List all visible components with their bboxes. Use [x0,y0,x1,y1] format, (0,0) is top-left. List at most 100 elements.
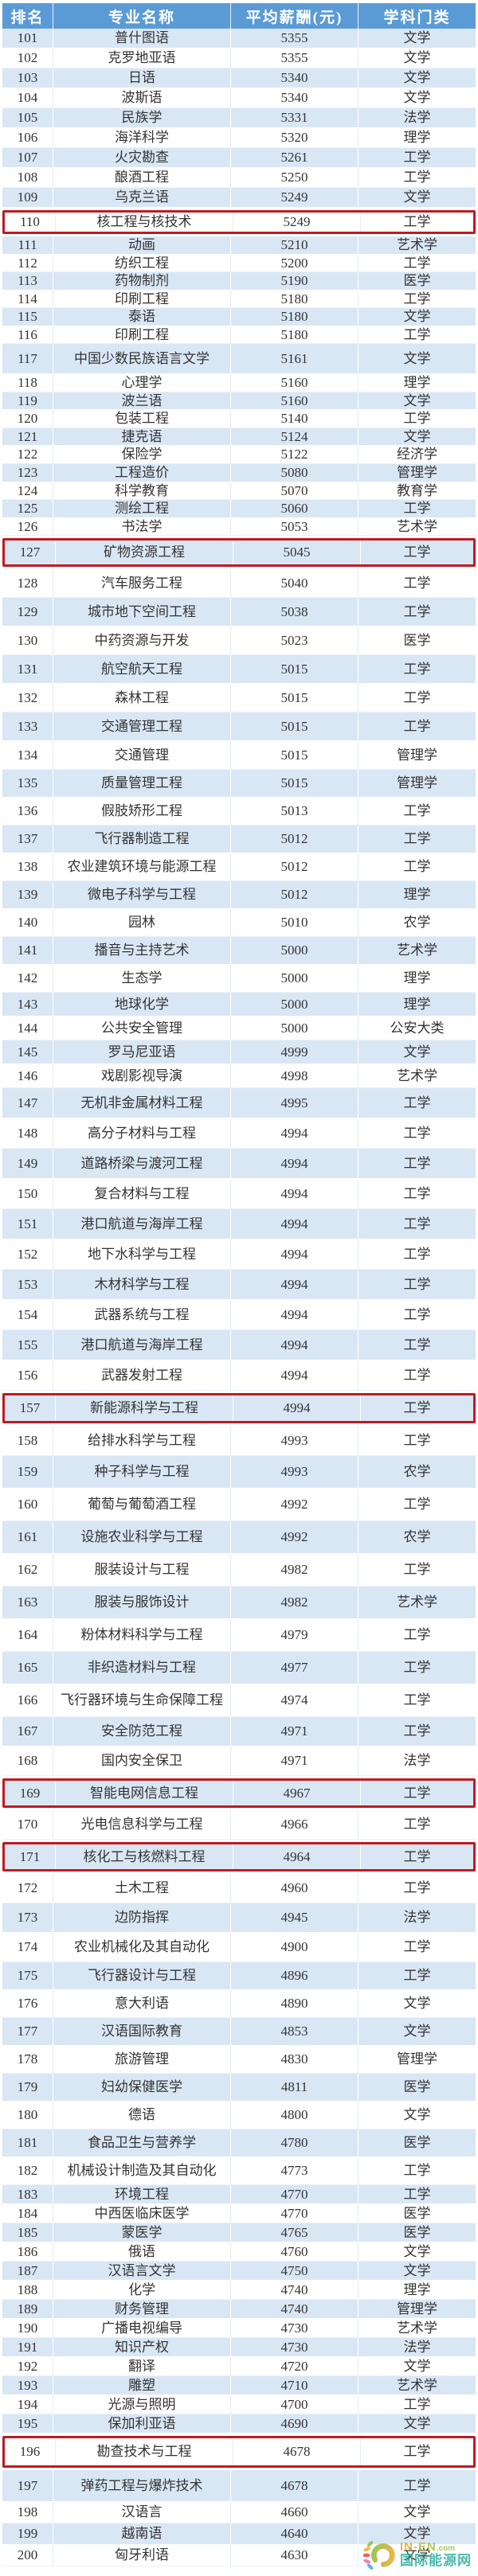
rank-cell: 178 [2,2046,53,2074]
major-name-cell: 测绘工程 [53,500,231,517]
table-row: 160 葡萄与葡萄酒工程 4992 工学 [2,1489,476,1522]
table-row: 156 武器发射工程 4994 工学 [2,1360,476,1391]
salary-cell: 5190 [231,272,358,290]
salary-cell: 4800 [231,2102,358,2129]
rank-cell: 150 [2,1179,53,1209]
salary-cell: 4780 [231,2129,358,2157]
table-row: 180 德语 4800 文学 [2,2102,476,2130]
rank-cell: 131 [2,655,53,684]
salary-cell: 4966 [231,1810,358,1840]
rank-cell: 177 [2,2018,53,2046]
salary-cell: 5053 [231,517,358,536]
category-cell: 文学 [403,2504,431,2520]
category-cell: 文学 [403,2107,431,2123]
salary-cell: 4773 [231,2157,358,2185]
rank-cell: 192 [2,2357,53,2376]
major-name-cell: 服装与服饰设计 [53,1587,231,1619]
rank-cell: 171 [5,1844,56,1870]
salary-cell: 4690 [231,2414,358,2434]
table-row: 119 波兰语 5160 文学 [2,392,476,411]
major-name-cell: 交通管理 [53,741,231,770]
category-cell: 农学 [403,1529,431,1545]
column-header-average-salary: 平均薪酬(元) [231,3,358,29]
rank-cell: 176 [2,1990,53,2018]
salary-cell: 5000 [231,965,358,993]
table-row: 118 心理学 5160 理学 [2,374,476,392]
category-cell: 医学 [403,2079,431,2095]
category-cell: 文学 [403,90,431,106]
salary-cell: 5000 [231,993,358,1017]
salary-cell: 5015 [231,770,358,798]
rank-cell: 147 [2,1088,53,1118]
rank-cell: 185 [2,2223,53,2242]
category-cell: 工学 [403,1216,431,1231]
rank-cell: 136 [2,798,53,825]
rank-cell: 125 [2,500,53,517]
category-cell: 医学 [403,2224,431,2240]
salary-cell: 5355 [231,29,358,48]
rank-cell: 119 [2,392,53,410]
major-name-cell: 地球化学 [53,993,231,1017]
salary-cell: 4710 [231,2376,358,2395]
rank-cell: 143 [2,993,53,1017]
major-name-cell: 汉语国际教育 [53,2018,231,2046]
salary-cell: 5320 [231,128,358,147]
rank-cell: 102 [2,49,53,68]
major-name-cell: 普什图语 [53,29,231,48]
category-cell: 文学 [403,189,431,205]
major-name-cell: 酿酒工程 [53,168,231,187]
category-cell: 公安大类 [390,1020,445,1036]
table-row: 108 酿酒工程 5250 工学 [2,168,476,188]
rank-cell: 155 [2,1330,53,1360]
category-cell: 工学 [403,2186,431,2202]
category-cell: 理学 [403,887,431,903]
rank-cell: 106 [2,128,53,147]
category-cell: 管理学 [397,465,437,481]
category-cell: 艺术学 [397,237,437,252]
rank-cell: 135 [2,770,53,798]
salary-cell: 5210 [231,236,358,254]
salary-cell: 5140 [231,410,358,427]
rank-cell: 194 [2,2395,53,2414]
major-name-cell: 乌克兰语 [53,188,231,207]
salary-cell: 5161 [231,344,358,374]
category-cell: 文学 [403,2024,431,2039]
rank-cell: 103 [2,68,53,88]
table-row: 103 日语 5340 文学 [2,68,476,88]
table-row: 194 光源与照明 4700 工学 [2,2395,476,2415]
category-cell: 艺术学 [397,2377,437,2393]
major-name-cell: 生态学 [53,965,231,993]
category-cell: 工学 [403,1785,431,1801]
salary-cell: 4700 [231,2395,358,2414]
major-name-cell: 森林工程 [53,684,231,712]
major-name-cell: 木材科学与工程 [53,1270,231,1300]
table-row: 140 园林 5010 农学 [2,909,476,938]
table-row: 133 交通管理工程 5015 工学 [2,712,476,742]
category-cell: 工学 [403,661,431,677]
salary-cell: 5000 [231,1017,358,1040]
rank-cell: 160 [2,1489,53,1521]
major-name-cell: 纺织工程 [53,254,231,272]
major-name-cell: 波兰语 [53,392,231,410]
table-row-highlighted: 127 矿物资源工程 5045 工学 [2,538,476,568]
category-cell: 管理学 [397,747,437,763]
major-name-cell: 心理学 [53,374,231,392]
in-en-logo-icon [363,2540,395,2570]
salary-cell: 4974 [231,1684,358,1717]
table-row: 125 测绘工程 5060 工学 [2,500,476,518]
rank-cell: 142 [2,965,53,993]
major-name-cell: 德语 [53,2102,231,2129]
salary-cell: 4640 [231,2523,358,2545]
salary-cell: 4971 [231,1717,358,1747]
major-name-cell: 民族学 [53,108,231,127]
category-cell: 医学 [403,2135,431,2151]
salary-cell: 4982 [231,1587,358,1619]
table-row: 149 道路桥梁与渡河工程 4994 工学 [2,1149,476,1180]
major-name-cell: 机械设计制造及其自动化 [53,2157,231,2185]
rank-cell: 145 [2,1040,53,1064]
category-cell: 工学 [403,803,431,819]
table-row: 128 汽车服务工程 5040 工学 [2,569,476,599]
category-cell: 工学 [403,411,431,427]
rank-cell: 127 [5,541,56,565]
rank-cell: 113 [2,272,53,290]
